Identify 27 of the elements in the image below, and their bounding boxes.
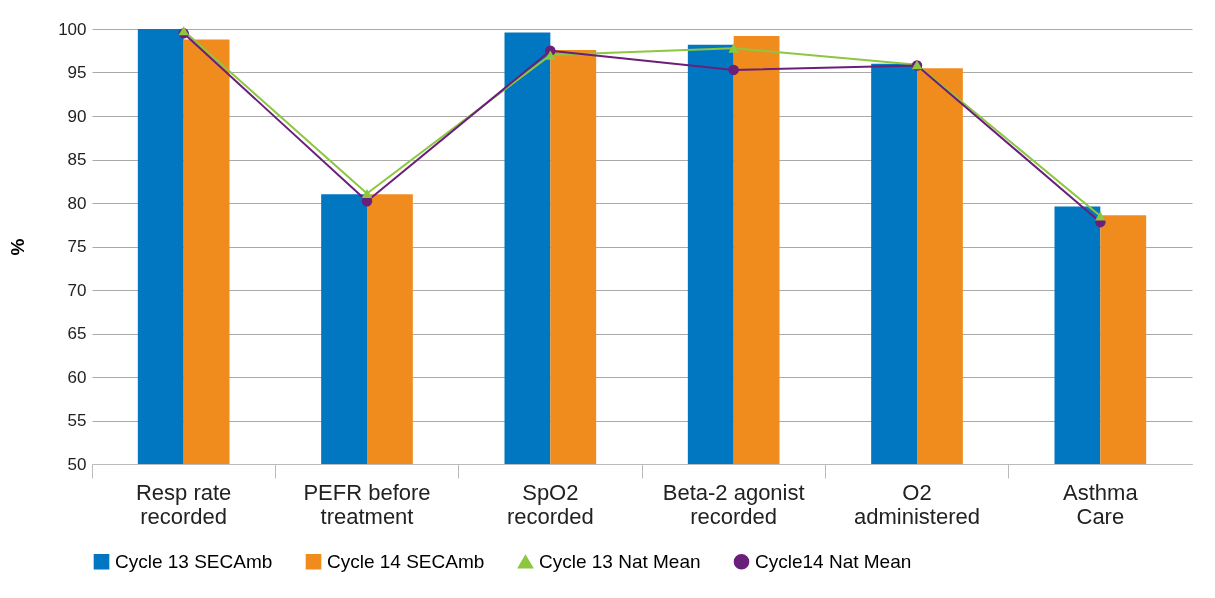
y-tick-label: 95	[67, 63, 87, 82]
x-tick-label: Beta-2 agonist recorded	[662, 479, 805, 529]
legend-label: Cycle14 Nat Mean	[755, 550, 912, 572]
legend-label: Cycle 13 SECAmb	[115, 550, 273, 572]
point	[728, 64, 739, 76]
x-tick-label: PEFR before treatment	[303, 479, 431, 529]
y-tick-label: 75	[67, 237, 87, 256]
y-tick-label: 80	[67, 193, 87, 213]
y-tick-label: 100	[58, 19, 87, 39]
point	[545, 50, 556, 60]
x-tick-label: Resp rate recorded	[135, 479, 232, 529]
legend-label: Cycle 14 SECAmb	[327, 550, 485, 572]
y-axis-title: %	[7, 238, 29, 256]
point	[728, 43, 739, 53]
x-tick-label: SpO2 recorded	[506, 479, 594, 529]
x-tick-label: O2 administered	[854, 479, 980, 529]
y-tick-label: 65	[67, 324, 87, 343]
legend-label: Cycle 13 Nat Mean	[539, 550, 701, 572]
point	[361, 188, 373, 198]
y-tick-label: 70	[67, 280, 87, 300]
y-tick-label: 60	[67, 367, 87, 387]
y-tick-label: 85	[67, 150, 87, 169]
y-tick-label: 55	[67, 411, 87, 430]
point	[1095, 211, 1106, 221]
y-tick-label: 50	[67, 454, 87, 474]
y-tick-label: 90	[67, 106, 87, 126]
x-tick-label: Asthma Care	[1063, 479, 1139, 529]
